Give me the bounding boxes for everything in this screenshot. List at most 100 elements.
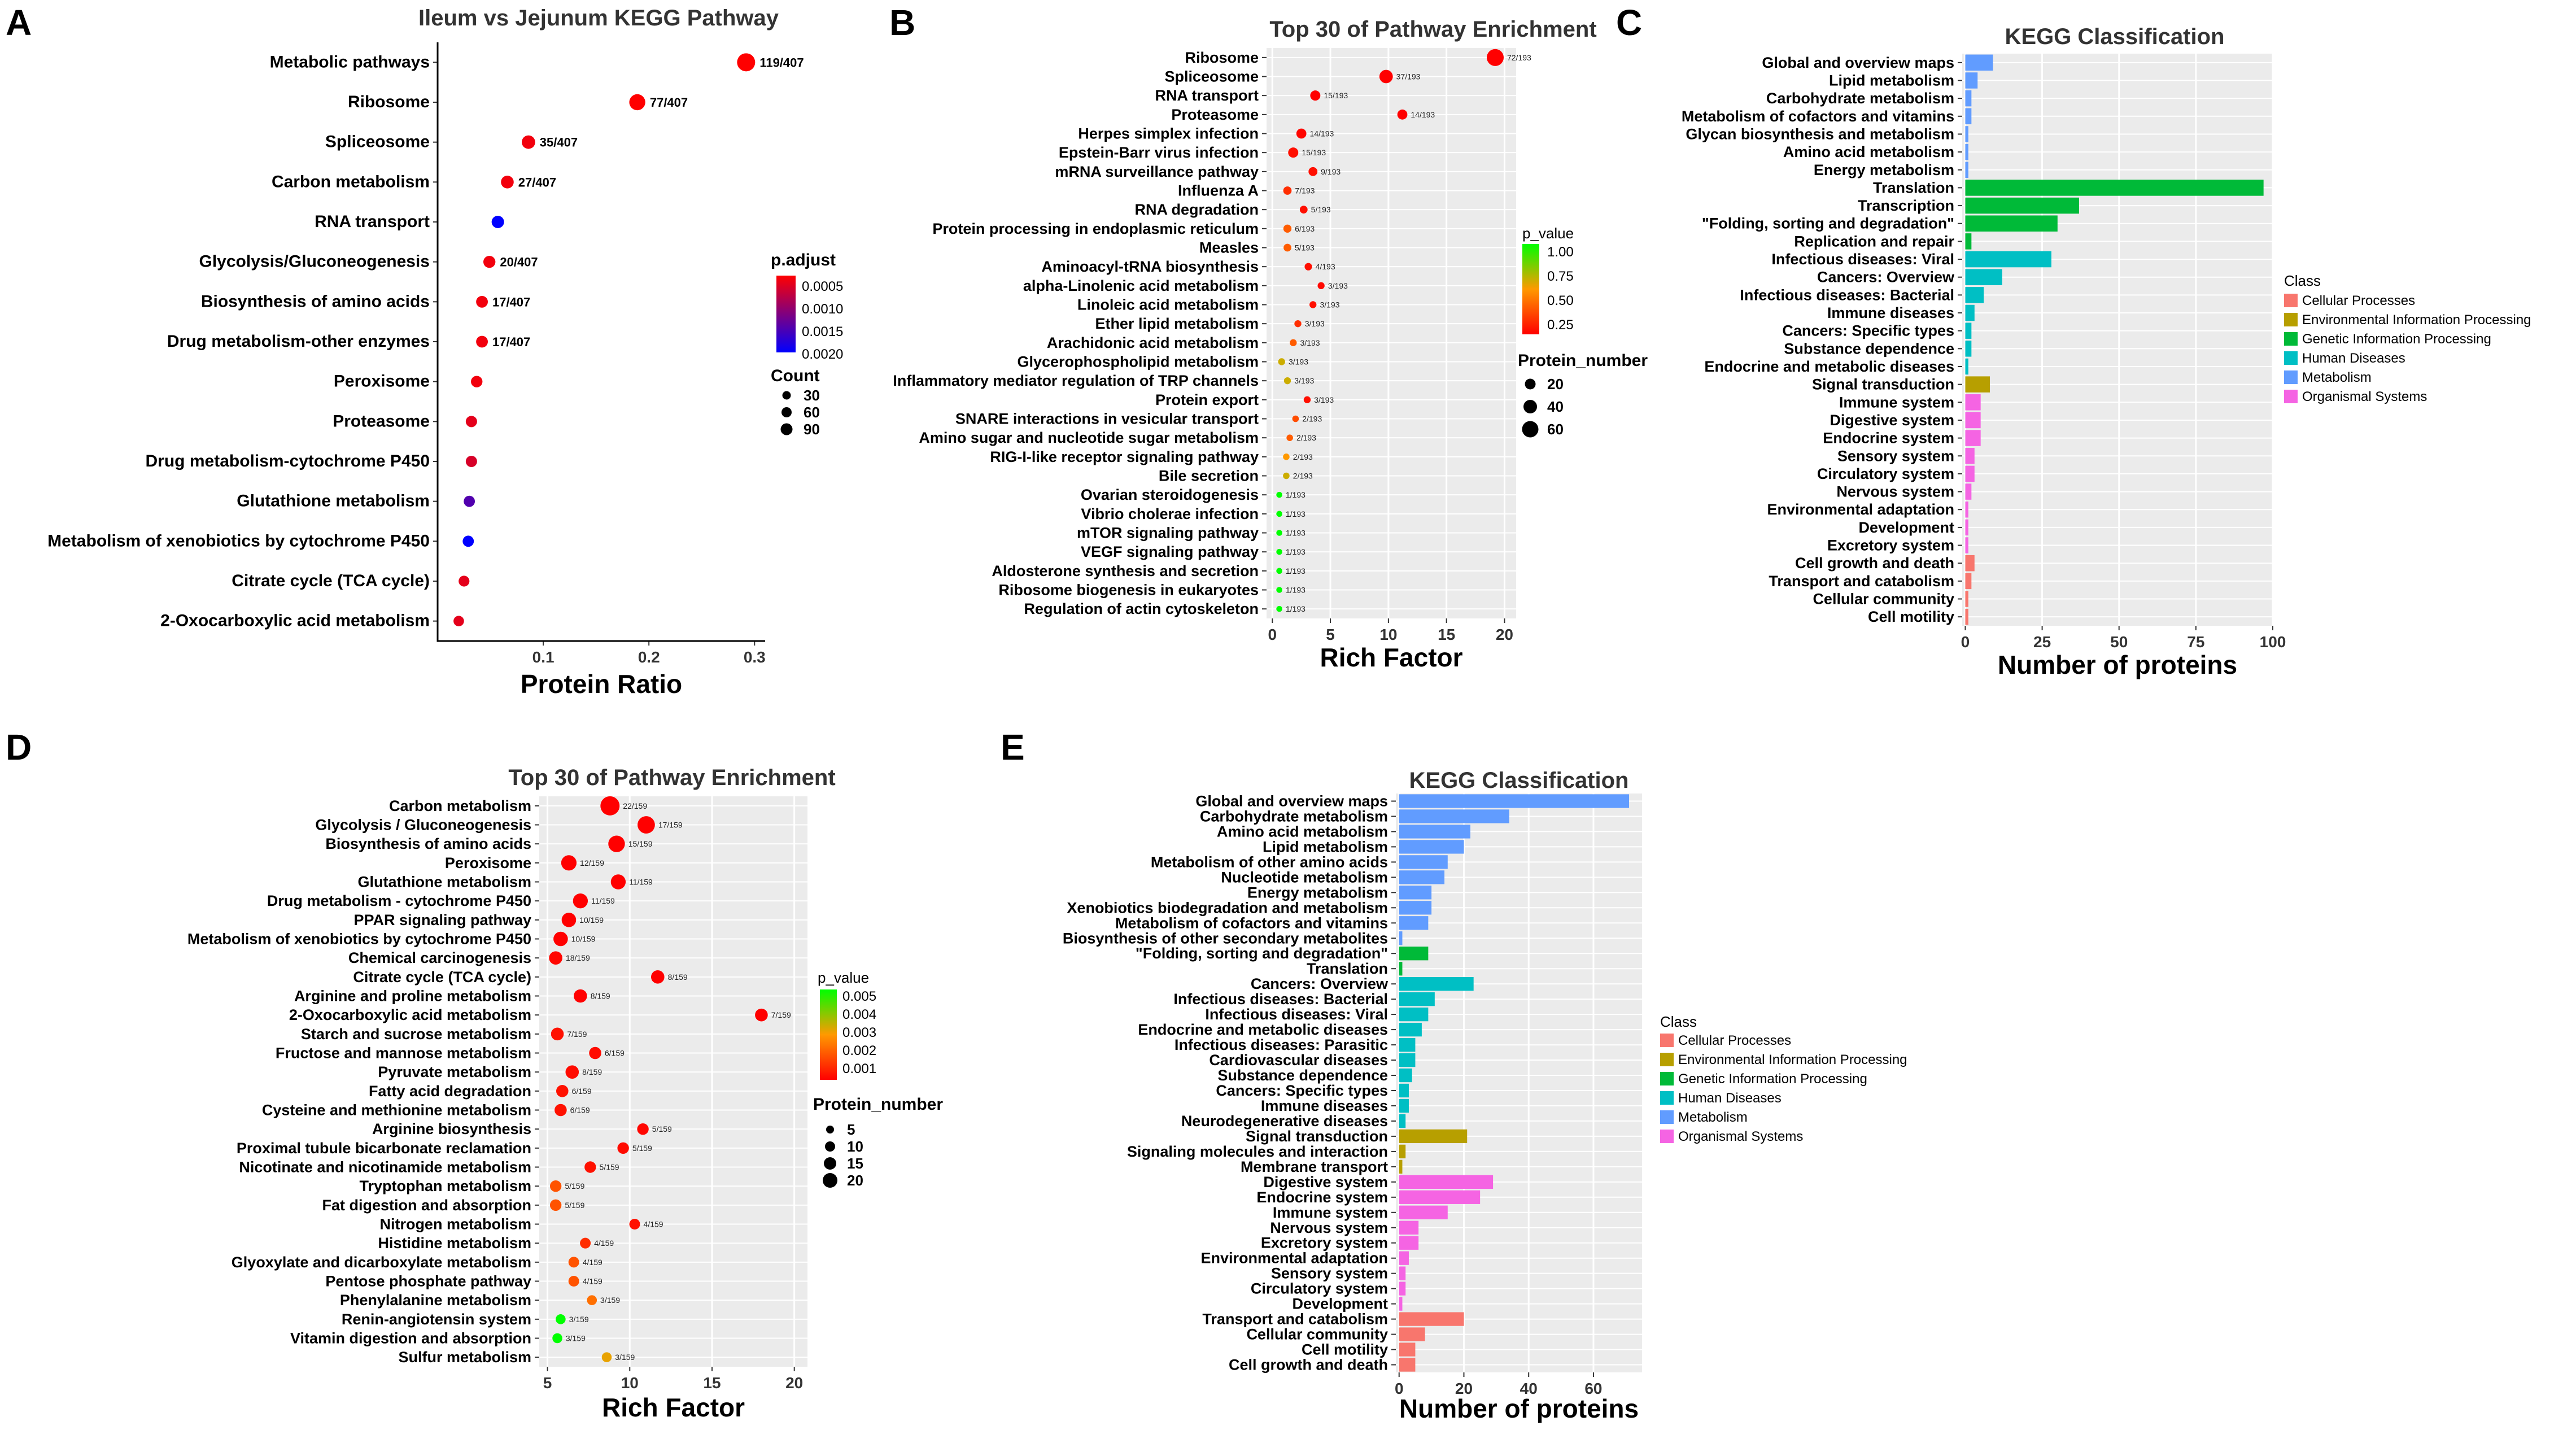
bar (1965, 394, 1981, 411)
data-label: 7/193 (1295, 186, 1315, 195)
y-category-label: Biosynthesis of amino acids (201, 292, 430, 311)
legend-size-dot (1523, 400, 1537, 413)
data-point (561, 913, 577, 927)
y-category-label: 2-Oxocarboxylic acid metabolism (289, 1006, 531, 1023)
legend-swatch (1660, 1053, 1674, 1066)
data-point (476, 295, 488, 308)
bar (1965, 54, 1993, 71)
legend-swatch (1660, 1072, 1674, 1085)
legend-entry: Organismal Systems (1678, 1129, 1803, 1144)
data-point (1397, 109, 1408, 120)
x-tick-label: 50 (2110, 633, 2128, 651)
y-category-label: Translation (1873, 179, 1954, 196)
y-category-label: Endocrine and metabolic diseases (1704, 358, 1954, 375)
legend-swatch (2284, 332, 2298, 346)
data-point (1283, 243, 1291, 252)
bar (1965, 90, 1972, 107)
y-category-label: Bile secretion (1159, 468, 1259, 485)
bar (1965, 501, 1968, 518)
legend-swatch (2284, 351, 2298, 365)
data-point (629, 1219, 640, 1230)
y-category-label: Protein processing in endoplasmic reticu… (932, 220, 1259, 237)
bar (1399, 916, 1429, 930)
y-category-label: Transcription (1858, 197, 1954, 214)
bar (1399, 1053, 1416, 1067)
y-category-label: Sulfur metabolism (398, 1349, 531, 1366)
legend-entry: Environmental Information Processing (1678, 1052, 1907, 1067)
legend-entry: Genetic Information Processing (1678, 1071, 1867, 1087)
colorbar-tick-label: 0.50 (1547, 293, 1574, 308)
y-category-label: Cancers: Overview (1251, 975, 1389, 992)
panel-letter-e: E (1001, 727, 1025, 768)
bar (1399, 825, 1470, 839)
bar (1399, 855, 1448, 869)
y-category-label: Linoleic acid metabolism (1077, 297, 1259, 313)
data-point (1317, 282, 1325, 290)
y-category-label: Neurodegenerative diseases (1181, 1113, 1388, 1130)
data-label: 1/193 (1286, 509, 1306, 518)
data-point (1276, 491, 1282, 498)
data-point (476, 335, 488, 348)
panel-letter-c: C (1616, 2, 1642, 43)
y-category-label: Citrate cycle (TCA cycle) (232, 572, 430, 590)
colorbar-a (776, 276, 796, 352)
panel-a-legend-color: p.adjust 0.0005 0.0010 0.0015 0.0020 (771, 251, 843, 362)
legend-entry: Human Diseases (1678, 1091, 1782, 1106)
data-point (1304, 263, 1312, 271)
colorbar-tick-label: 0.004 (842, 1007, 876, 1022)
data-label: 4/159 (594, 1239, 614, 1248)
bar (1965, 304, 1975, 321)
bar (1965, 358, 1968, 375)
data-label: 3/193 (1289, 358, 1308, 367)
y-category-label: alpha-Linolenic acid metabolism (1023, 277, 1259, 294)
bar (1399, 886, 1432, 900)
bar (1965, 483, 1972, 500)
y-category-label: Immune diseases (1827, 304, 1954, 321)
y-category-label: Chemical carcinogenesis (348, 949, 531, 966)
y-category-label: PPAR signaling pathway (353, 912, 531, 928)
x-tick-label: 0 (1395, 1380, 1404, 1397)
colorbar-tick-label: 0.002 (842, 1043, 876, 1058)
bar (1399, 1251, 1409, 1265)
x-tick-label: 5 (1326, 626, 1335, 643)
y-category-label: Signaling molecules and interaction (1127, 1143, 1388, 1160)
panel-e: E KEGG Classification Global and overvie… (1001, 727, 1907, 1423)
data-point (568, 1276, 579, 1287)
legend-size-label: 10 (847, 1138, 863, 1155)
y-category-label: Metabolic pathways (270, 53, 430, 71)
y-category-label: Environmental adaptation (1767, 501, 1954, 518)
data-point (453, 616, 464, 626)
data-point (608, 835, 625, 852)
y-category-label: Substance dependence (1784, 340, 1954, 357)
y-category-label: Drug metabolism-other enzymes (167, 332, 430, 351)
y-category-label: Metabolism of cofactors and vitamins (1115, 914, 1388, 931)
y-category-label: Global and overview maps (1762, 54, 1954, 71)
data-point (1283, 377, 1291, 385)
panel-b-legend-color: p_value 1.00 0.75 0.50 0.25 (1522, 225, 1574, 334)
x-tick-label: 20 (1455, 1380, 1473, 1397)
bar (1399, 1236, 1419, 1250)
data-point (1379, 69, 1393, 84)
data-label: 72/193 (1507, 53, 1531, 62)
data-point (601, 1352, 612, 1362)
x-tick-label: 40 (1520, 1380, 1538, 1397)
y-category-label: Excretory system (1827, 537, 1954, 554)
bar (1399, 1297, 1403, 1311)
data-label: 4/159 (583, 1258, 602, 1267)
y-category-label: Infectious diseases: Parasitic (1175, 1036, 1388, 1053)
data-point (1278, 358, 1285, 365)
data-point (610, 874, 626, 890)
data-label: 3/159 (566, 1334, 586, 1343)
data-label: 11/159 (591, 896, 615, 905)
y-category-label: Environmental adaptation (1200, 1250, 1388, 1267)
y-category-label: Glycolysis / Gluconeogenesis (315, 817, 531, 834)
bar (1399, 1159, 1403, 1174)
data-label: 8/159 (582, 1067, 602, 1076)
bar (1399, 962, 1403, 976)
data-point (1308, 167, 1318, 176)
y-category-label: Endocrine system (1256, 1189, 1388, 1206)
y-category-label: Metabolism of xenobiotics by cytochrome … (187, 931, 531, 948)
legend-size-dot (825, 1141, 835, 1152)
data-point (462, 535, 474, 547)
data-label: 6/159 (572, 1087, 592, 1096)
